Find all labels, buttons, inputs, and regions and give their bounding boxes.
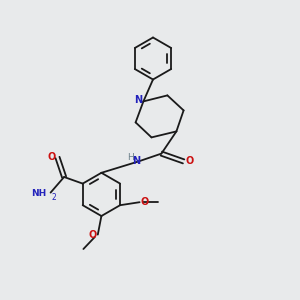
- Text: O: O: [88, 230, 97, 240]
- Text: H: H: [127, 153, 134, 162]
- Text: NH: NH: [31, 189, 46, 198]
- Text: O: O: [141, 196, 149, 207]
- Text: N: N: [134, 94, 143, 105]
- Text: O: O: [48, 152, 56, 162]
- Text: 2: 2: [51, 193, 56, 202]
- Text: O: O: [185, 156, 194, 167]
- Text: N: N: [132, 156, 140, 166]
